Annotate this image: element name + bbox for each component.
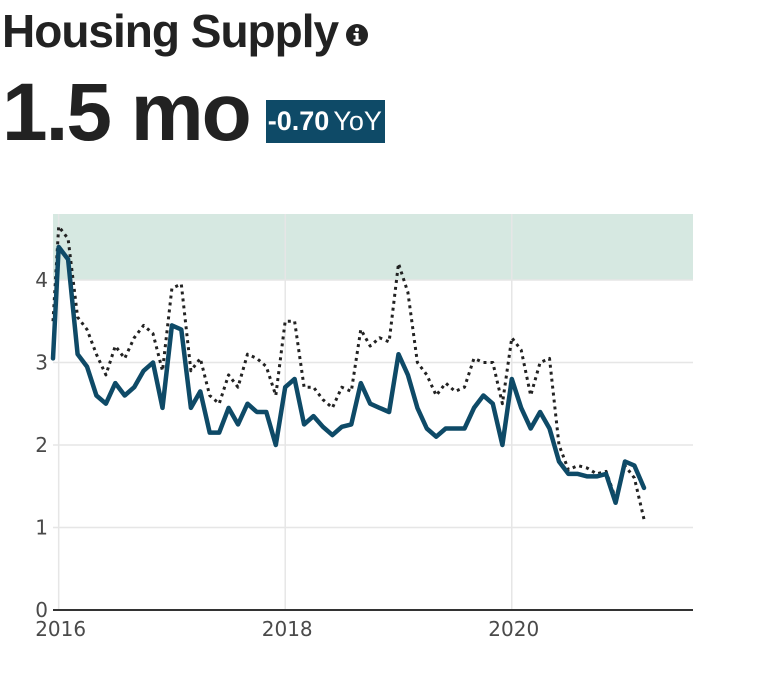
yoy-badge: -0.70 YoY bbox=[265, 99, 385, 143]
x-tick-label: 2016 bbox=[35, 617, 86, 641]
series-line-previous bbox=[51, 224, 646, 520]
x-tick-label: 2018 bbox=[262, 617, 313, 641]
y-tick-label: 2 bbox=[35, 433, 48, 457]
supply-chart: 0 1 2 3 4 2016 2018 2020 bbox=[35, 214, 693, 641]
y-tick-label: 3 bbox=[35, 351, 48, 375]
title-row: Housing Supply bbox=[2, 5, 369, 57]
info-icon[interactable] bbox=[346, 24, 369, 46]
chart-label-layer: 0 1 2 3 4 2016 2018 2020 bbox=[35, 268, 539, 641]
y-tick-label: 4 bbox=[35, 268, 48, 292]
y-tick-label: 1 bbox=[35, 516, 48, 540]
yoy-value: -0.70 bbox=[267, 105, 330, 136]
y-tick-label: 0 bbox=[35, 598, 48, 622]
series-line-current bbox=[50, 244, 647, 506]
yoy-unit: YoY bbox=[333, 105, 382, 136]
page-title: Housing Supply bbox=[2, 5, 339, 57]
chart-series-layer bbox=[50, 224, 647, 520]
headline-value: 1.5 mo bbox=[2, 67, 252, 158]
chart-grid-layer bbox=[53, 214, 693, 610]
highlight-band bbox=[53, 214, 693, 280]
chart-band-layer bbox=[53, 214, 693, 280]
headline-row: 1.5 mo -0.70 YoY bbox=[2, 72, 385, 154]
x-tick-label: 2020 bbox=[488, 617, 539, 641]
